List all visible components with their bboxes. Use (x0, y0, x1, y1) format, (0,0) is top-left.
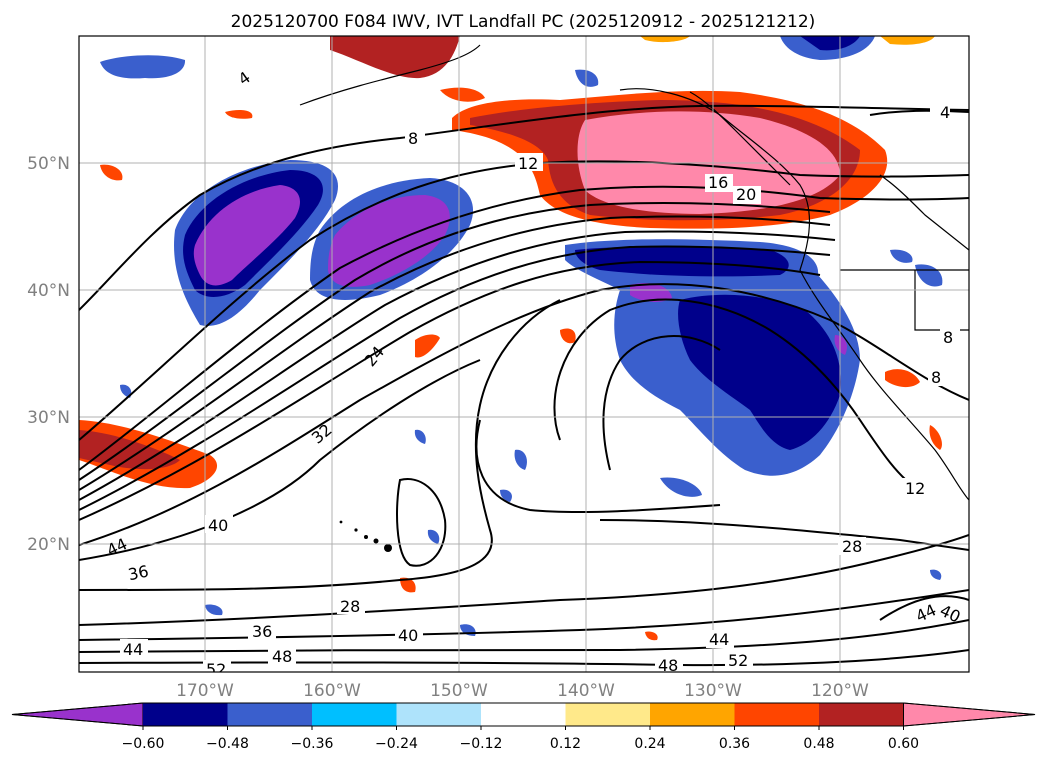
lat-label: 20°N (27, 535, 70, 555)
colorbar-tick-label: −0.12 (460, 736, 503, 752)
colorbar-extend-min (11, 702, 144, 727)
lat-label: 50°N (27, 154, 70, 174)
hawaii-islands (339, 520, 392, 552)
colorbar-segment (481, 703, 566, 726)
contour-label: 4 (940, 103, 950, 122)
contour-label: 12 (518, 154, 538, 173)
lon-label: 170°W (176, 681, 234, 701)
colorbar-tick-label: 0.48 (803, 736, 834, 752)
longitude-labels: 170°W 160°W 150°W 140°W 130°W 120°W (176, 681, 869, 701)
colorbar-tick-label: −0.24 (375, 736, 418, 752)
colorbar-tick-label: −0.60 (122, 736, 165, 752)
contour-label: 52 (728, 651, 748, 670)
colorbar-segment (565, 703, 650, 726)
contour-label: 8 (943, 328, 953, 347)
latitude-labels: 50°N 40°N 30°N 20°N (27, 154, 70, 555)
positive-anomaly-fills (79, 36, 942, 641)
lon-label: 130°W (684, 681, 742, 701)
contour-label: 16 (708, 173, 728, 192)
lon-label: 140°W (557, 681, 615, 701)
colorbar-tick-label: 0.36 (719, 736, 750, 752)
map-area: 4 8 12 16 20 24 32 40 44 36 28 36 40 44 … (79, 36, 969, 679)
colorbar-tick-label: −0.48 (206, 736, 249, 752)
map-title: 2025120700 F084 IWV, IVT Landfall PC (20… (231, 12, 816, 32)
contour-label: 44 (709, 630, 729, 649)
contour-label: 40 (398, 626, 418, 645)
contour-label: 52 (206, 660, 226, 679)
lon-label: 120°W (811, 681, 869, 701)
contour-label: 36 (126, 561, 150, 584)
contour-label: 40 (208, 516, 228, 535)
lon-label: 150°W (430, 681, 488, 701)
contour-label: 8 (408, 129, 418, 148)
contour-labels: 4 8 12 16 20 24 32 40 44 36 28 36 40 44 … (104, 68, 963, 679)
colorbar: −0.60 −0.48 −0.36 −0.24 −0.12 0.12 0.24 0.36 0.4… (11, 702, 1036, 752)
colorbar-segment (650, 703, 735, 726)
contour-label: 12 (905, 479, 925, 498)
colorbar-tick-label: 0.12 (550, 736, 581, 752)
contour-label: 20 (736, 185, 756, 204)
colorbar-segment (819, 703, 904, 726)
contour-label: 44 (123, 640, 143, 659)
colorbar-tick-label: 0.60 (888, 736, 919, 752)
colorbar-extend-max (903, 702, 1036, 727)
colorbar-tick-label: 0.24 (634, 736, 665, 752)
contour-label: 48 (272, 647, 292, 666)
colorbar-segment (734, 703, 819, 726)
colorbar-segment (396, 703, 481, 726)
map-frame (78, 35, 970, 673)
contour-label: 48 (658, 656, 678, 675)
colorbar-segment (227, 703, 312, 726)
contour-label: 36 (252, 622, 272, 641)
lat-label: 40°N (27, 281, 70, 301)
lat-label: 30°N (27, 408, 70, 428)
contour-label: 8 (931, 368, 941, 387)
contour-label: 28 (842, 537, 862, 556)
lon-label: 160°W (303, 681, 361, 701)
colorbar-segment (143, 703, 228, 726)
colorbar-tick-label: −0.36 (291, 736, 334, 752)
contour-label: 28 (340, 597, 360, 616)
colorbar-segment (312, 703, 397, 726)
